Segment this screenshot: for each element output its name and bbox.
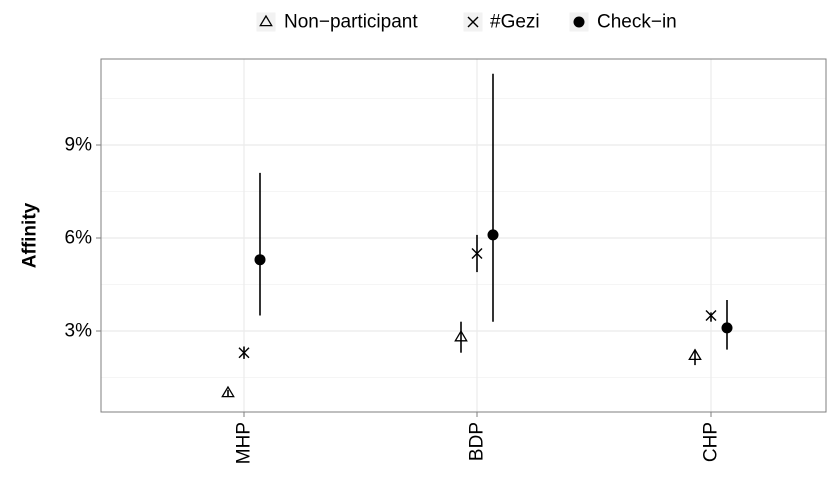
- legend-label: Check−in: [597, 12, 677, 33]
- legend-item: Non−participant: [255, 11, 418, 33]
- plot-marks: [221, 73, 733, 398]
- legend-key-box: [255, 11, 277, 33]
- cross-stroke: [238, 347, 250, 359]
- legend: Non−participant #Gezi Check−in: [255, 11, 677, 33]
- legend-label: Non−participant: [284, 12, 418, 33]
- data-point-triangle: [688, 348, 702, 361]
- data-point-cross: [705, 310, 717, 321]
- data-point-cross: [238, 347, 250, 359]
- legend-triangle-icon: [259, 14, 273, 27]
- legend-label: #Gezi: [490, 12, 540, 33]
- y-tick-label: 3%: [65, 321, 93, 342]
- plot-border: [100, 58, 827, 413]
- data-point-triangle: [454, 329, 468, 342]
- grid: [101, 59, 826, 412]
- data-point-circle: [254, 254, 266, 266]
- y-axis-title: Affinity: [20, 202, 41, 268]
- x-tick-label: CHP: [701, 422, 722, 462]
- cross-stroke: [705, 310, 717, 321]
- data-point-cross: [471, 248, 483, 259]
- data-point-circle: [721, 322, 733, 334]
- axes: 3% 6% 9% MHP BDP CHP Affinity: [20, 58, 827, 464]
- y-tick-label: 6%: [65, 228, 93, 249]
- legend-item: #Gezi: [462, 11, 540, 33]
- plot-panel: [101, 59, 826, 412]
- data-point-circle: [487, 229, 499, 241]
- x-tick-label: BDP: [467, 422, 488, 461]
- legend-cross-icon: [467, 16, 479, 28]
- legend-item: Check−in: [568, 11, 677, 33]
- cross-stroke: [471, 248, 483, 259]
- y-tick-label: 9%: [65, 135, 93, 156]
- data-point-triangle: [221, 385, 235, 398]
- legend-circle-icon: [573, 16, 585, 28]
- x-tick-label: MHP: [234, 422, 255, 464]
